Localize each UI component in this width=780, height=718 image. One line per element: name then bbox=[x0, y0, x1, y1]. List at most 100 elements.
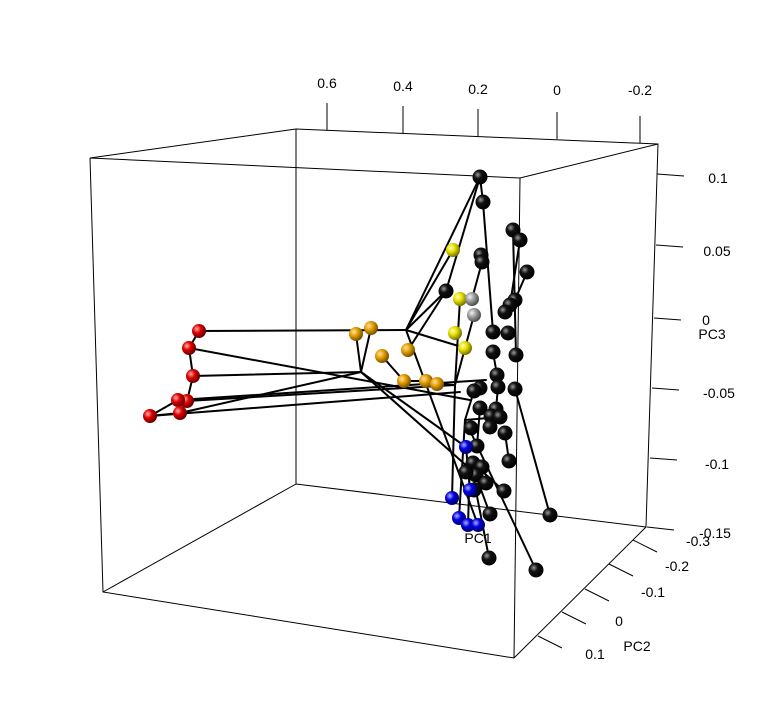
pc3-tick-label: -0.1 bbox=[705, 456, 729, 472]
bounding-box bbox=[89, 128, 659, 659]
link-line bbox=[179, 371, 362, 414]
data-point-yellow bbox=[446, 243, 460, 257]
data-point-gray bbox=[465, 292, 479, 306]
pc2-tick bbox=[537, 635, 563, 649]
data-point-black bbox=[519, 264, 535, 280]
data-point-black bbox=[492, 409, 508, 425]
pc1-axis-label: PC1 bbox=[464, 530, 491, 546]
box-front-edges bbox=[89, 143, 659, 659]
pc2-tick bbox=[608, 563, 634, 577]
data-point-black bbox=[482, 419, 498, 435]
data-point-yellow bbox=[458, 341, 472, 355]
data-point-orange bbox=[430, 377, 444, 391]
link-line bbox=[360, 371, 487, 484]
pc2-tick-label: -0.1 bbox=[641, 584, 665, 600]
data-point-black bbox=[542, 507, 558, 523]
pc1-tick-label: 0.6 bbox=[317, 75, 337, 91]
link-line bbox=[454, 298, 461, 386]
data-point-blue bbox=[471, 518, 485, 532]
data-point-red bbox=[143, 409, 157, 423]
pc3-tick bbox=[655, 244, 684, 248]
link-line bbox=[186, 384, 456, 402]
data-point-black bbox=[472, 169, 488, 185]
data-point-orange bbox=[397, 374, 411, 388]
data-point-black bbox=[497, 425, 513, 441]
link-line bbox=[407, 290, 447, 351]
pc3-tick bbox=[646, 526, 675, 531]
pc2-tick-label: 0.1 bbox=[585, 646, 605, 662]
data-point-black bbox=[501, 453, 517, 469]
data-point-black bbox=[438, 283, 454, 299]
data-points bbox=[143, 169, 558, 578]
pc3-tick bbox=[656, 173, 685, 177]
data-point-gray bbox=[467, 308, 481, 322]
data-point-blue bbox=[463, 483, 477, 497]
pc1-tick-label: 0.4 bbox=[393, 78, 413, 94]
data-point-black bbox=[482, 506, 498, 522]
data-point-black bbox=[475, 194, 491, 210]
data-point-blue bbox=[445, 491, 459, 505]
pc3-tick bbox=[653, 317, 682, 321]
pc1-tick-label: -0.2 bbox=[628, 82, 652, 98]
data-point-orange bbox=[364, 321, 378, 335]
link-line bbox=[405, 290, 447, 331]
data-point-black bbox=[481, 550, 497, 566]
link-line bbox=[149, 391, 461, 417]
data-point-black bbox=[508, 347, 524, 363]
data-point-red bbox=[171, 393, 185, 407]
pc2-axis-label: PC2 bbox=[623, 638, 650, 654]
data-point-yellow bbox=[453, 292, 467, 306]
link-line bbox=[482, 201, 494, 333]
pc2-tick bbox=[584, 588, 610, 602]
pc1-tick-label: 0 bbox=[553, 82, 561, 98]
pc3-axis-label: PC3 bbox=[698, 326, 725, 342]
data-point-black bbox=[469, 438, 485, 454]
data-point-black bbox=[500, 325, 516, 341]
pc3-tick-label: 0.1 bbox=[708, 170, 728, 186]
data-point-orange bbox=[349, 327, 363, 341]
link-line bbox=[451, 384, 456, 499]
data-point-blue bbox=[461, 518, 475, 532]
data-point-black bbox=[463, 420, 479, 436]
pc1-tick-label: 0.2 bbox=[468, 81, 488, 97]
pc3-tick-label: 0 bbox=[702, 312, 710, 328]
data-point-red bbox=[186, 369, 200, 383]
pc2-axis: -0.3 -0.2 -0.1 0 0.1 PC2 bbox=[537, 533, 710, 662]
pc2-tick bbox=[632, 539, 658, 553]
data-point-orange bbox=[401, 343, 415, 357]
pc1-axis: 0.6 0.4 0.2 0 -0.2 PC1 bbox=[317, 75, 652, 546]
link-line bbox=[405, 176, 481, 331]
pc2-tick-label: -0.2 bbox=[665, 558, 689, 574]
link-line bbox=[514, 388, 551, 516]
link-line bbox=[512, 229, 517, 356]
pc2-tick bbox=[561, 611, 587, 625]
pc3-axis: 0.1 0.05 0 -0.05 -0.1 -0.15 PC3 bbox=[646, 170, 735, 541]
pc2-tick-label: 0 bbox=[615, 613, 623, 629]
data-point-black bbox=[512, 232, 528, 248]
data-point-black bbox=[507, 381, 523, 397]
pc3-tick-label: 0.05 bbox=[703, 243, 730, 259]
link-line bbox=[445, 176, 481, 292]
data-point-black bbox=[458, 464, 474, 480]
data-point-black bbox=[496, 483, 512, 499]
data-point-black bbox=[485, 344, 501, 360]
data-point-black bbox=[466, 383, 482, 399]
link-line bbox=[360, 327, 372, 373]
box-back-edges bbox=[89, 128, 659, 593]
link-line bbox=[405, 249, 454, 331]
data-point-red bbox=[192, 324, 206, 338]
data-point-black bbox=[489, 367, 505, 383]
data-point-black bbox=[497, 304, 513, 320]
data-point-black bbox=[485, 324, 501, 340]
link-line bbox=[405, 329, 466, 349]
data-point-black bbox=[528, 562, 544, 578]
data-point-black bbox=[490, 379, 506, 395]
data-point-orange bbox=[375, 349, 389, 363]
pc3-tick-label: -0.15 bbox=[699, 525, 731, 541]
link-line bbox=[360, 371, 467, 448]
data-point-yellow bbox=[448, 326, 462, 340]
data-point-black bbox=[472, 400, 488, 416]
data-point-red bbox=[182, 341, 196, 355]
pc2-tick-label: -0.3 bbox=[686, 533, 710, 549]
